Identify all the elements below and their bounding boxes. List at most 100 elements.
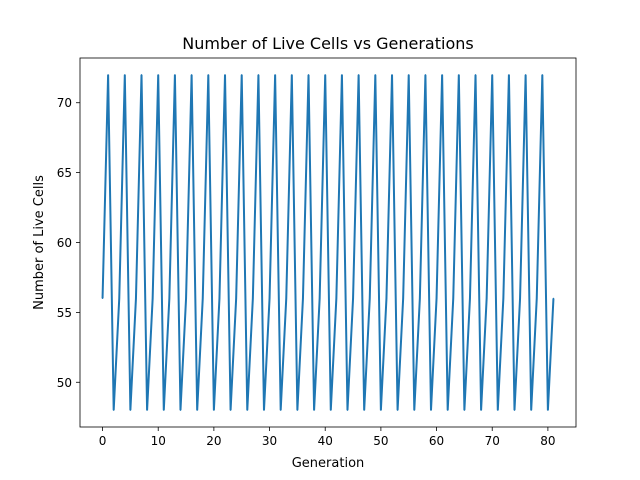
y-tick-label: 70 <box>57 96 72 110</box>
data-point <box>508 74 510 76</box>
data-point <box>374 74 376 76</box>
data-point <box>291 74 293 76</box>
data-point <box>358 74 360 76</box>
data-point <box>113 409 115 411</box>
data-point <box>107 74 109 76</box>
data-point <box>280 409 282 411</box>
data-point <box>391 74 393 76</box>
y-tick-label: 60 <box>57 236 72 250</box>
data-point <box>441 74 443 76</box>
x-axis-label: Generation <box>292 456 365 471</box>
data-point <box>346 409 349 411</box>
data-point <box>324 74 326 76</box>
data-point <box>152 297 154 300</box>
data-point <box>285 297 287 300</box>
data-point <box>274 74 276 76</box>
data-point <box>341 74 343 76</box>
data-point <box>435 297 438 300</box>
y-tick-label: 65 <box>57 166 72 180</box>
data-point <box>168 297 170 300</box>
data-point <box>296 409 298 411</box>
data-point <box>135 297 137 300</box>
y-tick-label: 55 <box>57 306 72 320</box>
data-point <box>352 297 354 300</box>
data-point <box>413 409 415 411</box>
data-point <box>519 297 521 300</box>
data-point <box>129 409 131 411</box>
data-point <box>118 297 120 300</box>
data-point <box>424 74 427 76</box>
data-point <box>202 297 204 300</box>
data-point <box>402 297 404 300</box>
data-point <box>474 74 477 76</box>
data-point <box>246 409 248 411</box>
data-point <box>179 409 182 411</box>
data-point <box>430 409 432 411</box>
data-point <box>302 297 304 300</box>
data-point <box>157 74 159 76</box>
data-point <box>513 409 516 411</box>
data-point <box>380 409 382 411</box>
data-point <box>241 74 243 76</box>
data-point <box>319 297 321 300</box>
data-point <box>307 74 310 76</box>
data-point <box>502 297 504 300</box>
data-point <box>235 297 237 300</box>
data-point <box>263 409 265 411</box>
data-point <box>385 297 388 300</box>
data-point <box>363 409 365 411</box>
y-tick-label: 50 <box>57 376 72 390</box>
data-point <box>458 74 460 76</box>
data-point <box>480 409 482 411</box>
data-point <box>224 74 226 76</box>
data-point <box>335 297 337 300</box>
data-point <box>541 74 543 76</box>
data-point <box>185 297 187 300</box>
chart-title: Number of Live Cells vs Generations <box>182 34 473 53</box>
data-point <box>491 74 493 76</box>
data-point <box>536 297 538 300</box>
x-tick-label: 30 <box>262 434 277 448</box>
data-point <box>191 74 193 76</box>
x-tick-label: 0 <box>99 434 107 448</box>
series-line-0 <box>101 74 555 411</box>
data-point <box>447 409 449 411</box>
x-tick-label: 40 <box>318 434 333 448</box>
y-axis-label: Number of Live Cells <box>32 175 47 310</box>
data-point <box>369 297 371 300</box>
data-point <box>313 409 315 411</box>
data-point <box>525 74 527 76</box>
data-point <box>101 297 104 300</box>
x-tick-label: 80 <box>540 434 555 448</box>
data-point <box>218 297 221 300</box>
data-point <box>140 74 143 76</box>
data-point <box>163 409 165 411</box>
data-point <box>268 297 271 300</box>
data-point <box>146 409 148 411</box>
data-point <box>396 409 399 411</box>
data-point <box>196 409 198 411</box>
data-point <box>497 409 499 411</box>
x-tick-label: 20 <box>206 434 221 448</box>
data-point <box>330 409 332 411</box>
data-point <box>257 74 260 76</box>
data-point <box>229 409 232 411</box>
data-point <box>174 74 176 76</box>
data-point <box>469 297 471 300</box>
x-tick-label: 60 <box>429 434 444 448</box>
x-tick-label: 50 <box>373 434 388 448</box>
x-tick-label: 70 <box>485 434 500 448</box>
data-point <box>124 74 126 76</box>
data-point <box>463 409 465 411</box>
data-point <box>207 74 209 76</box>
data-point <box>408 74 410 76</box>
data-point <box>252 297 254 300</box>
data-point <box>552 297 555 300</box>
data-point <box>452 297 454 300</box>
data-point <box>213 409 215 411</box>
data-point <box>530 409 532 411</box>
data-point <box>547 409 549 411</box>
data-point <box>419 297 421 300</box>
data-point <box>486 297 488 300</box>
